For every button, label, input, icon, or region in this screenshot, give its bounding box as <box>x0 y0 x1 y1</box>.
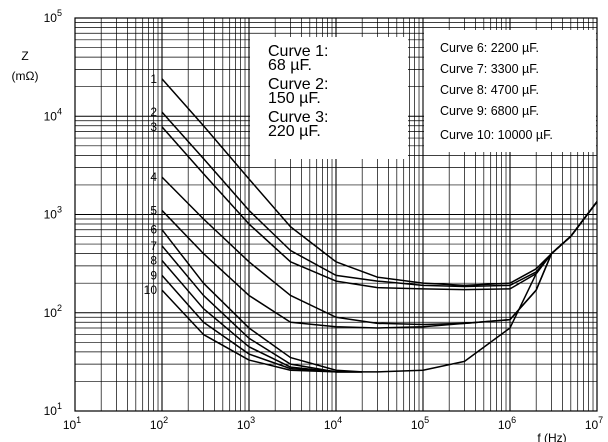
legend-left-value: 150 µF. <box>268 90 321 107</box>
y-tick-label: 105 <box>44 8 62 25</box>
legend-right-item: Curve 7: 3300 µF. <box>440 62 539 76</box>
curve-label-9: 9 <box>150 268 157 282</box>
x-tick-label: 107 <box>585 415 603 432</box>
legend-left-value: 68 µF. <box>268 57 312 74</box>
x-tick-label: 101 <box>63 415 81 432</box>
legend-left-title: Curve 1: <box>268 43 328 60</box>
curves <box>161 78 598 373</box>
x-tick-label: 102 <box>150 415 168 432</box>
curve-10 <box>161 201 598 373</box>
legend-left-value: 220 µF. <box>268 123 321 140</box>
curve-label-3: 3 <box>150 120 157 134</box>
curve-6 <box>161 229 363 373</box>
legend-box-left <box>250 37 408 159</box>
legend-right-item: Curve 8: 4700 µF. <box>440 83 539 97</box>
curve-label-5: 5 <box>150 203 157 217</box>
x-axis-label: f (Hz) <box>537 431 566 442</box>
curve-label-4: 4 <box>150 170 157 184</box>
legend-right: Curve 6: 2200 µF. Curve 7: 3300 µF. Curve … <box>440 41 553 142</box>
y-tick-label: 101 <box>44 401 62 418</box>
x-tick-label: 106 <box>498 415 516 432</box>
y-axis-label: Z <box>21 49 28 63</box>
legend-right-item: Curve 9: 6800 µF. <box>440 104 539 118</box>
legend-right-item: Curve 10: 10000 µF. <box>440 128 553 142</box>
curve-label-8: 8 <box>150 254 157 268</box>
y-tick-label: 103 <box>44 205 62 222</box>
curve-label-7: 7 <box>150 239 157 253</box>
x-tick-label: 105 <box>411 415 429 432</box>
plot-frame <box>74 17 598 412</box>
legend-left-title: Curve 3: <box>268 109 328 126</box>
legend-left: Curve 1:68 µF. Curve 2:150 µF. Curve 3:220… <box>268 43 328 140</box>
curve-label-2: 2 <box>150 105 157 119</box>
legend-box-right <box>424 30 596 152</box>
x-tick-label: 103 <box>237 415 255 432</box>
curve-label-6: 6 <box>150 223 157 237</box>
y-axis-unit: (mΩ) <box>12 69 39 83</box>
y-tick-label: 102 <box>44 303 62 320</box>
legend-left-title: Curve 2: <box>268 76 328 93</box>
x-tick-label: 104 <box>324 415 342 432</box>
y-tick-label: 104 <box>44 106 62 123</box>
curve-label-10: 10 <box>144 283 158 297</box>
legend-right-item: Curve 6: 2200 µF. <box>440 41 539 55</box>
curve-label-1: 1 <box>150 72 157 86</box>
